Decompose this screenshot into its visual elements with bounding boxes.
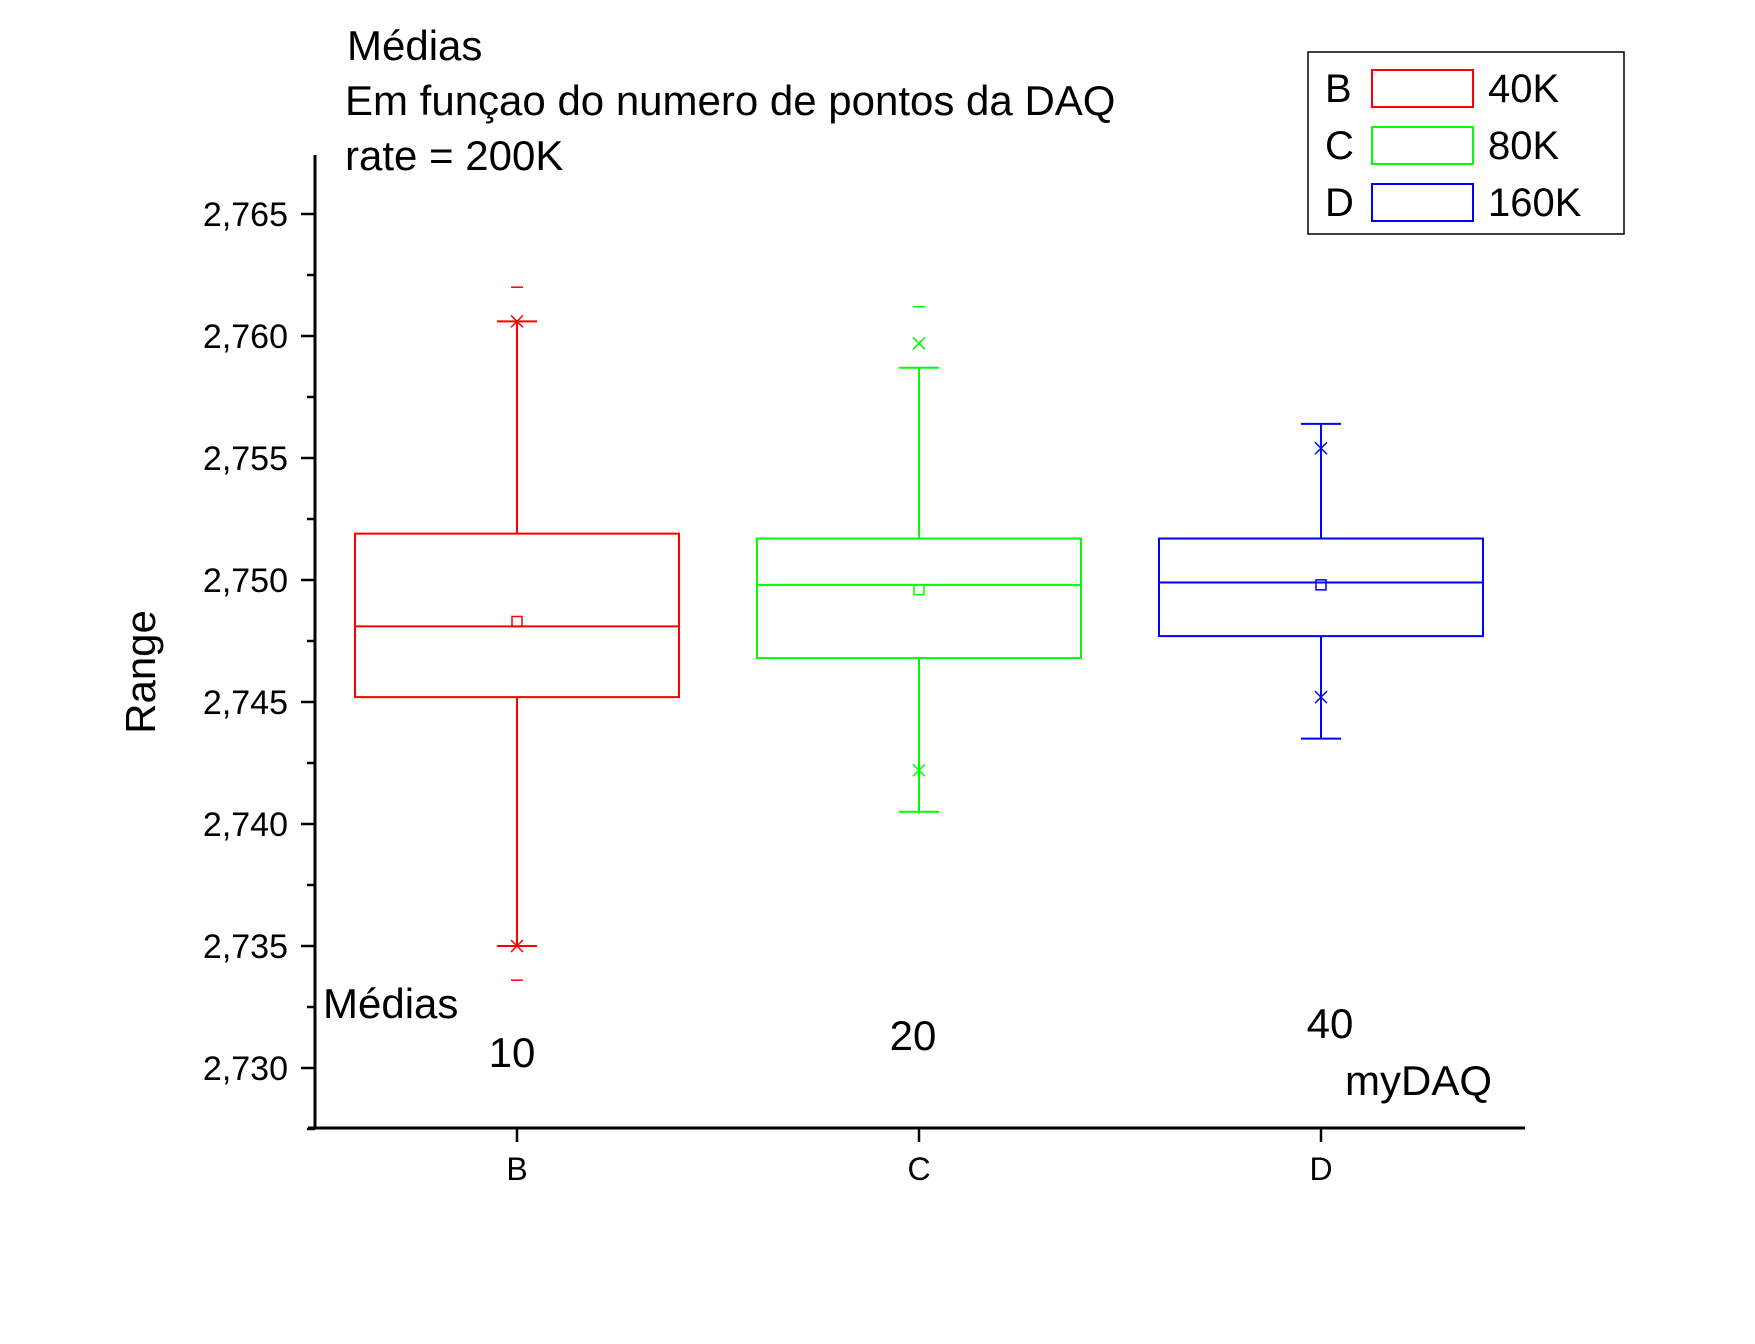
p99-marker bbox=[510, 314, 524, 328]
p99-marker bbox=[1314, 441, 1328, 455]
legend-frame bbox=[1307, 51, 1625, 235]
x-tick-label: B bbox=[506, 1151, 527, 1187]
legend-label: 80K bbox=[1488, 124, 1559, 168]
box-series bbox=[354, 286, 1484, 981]
mean-marker bbox=[913, 584, 925, 596]
box-d bbox=[1158, 422, 1484, 740]
annotations: Médias 10 20 40 myDAQ bbox=[323, 980, 1492, 1104]
annotation-count-c: 20 bbox=[890, 1012, 937, 1059]
p1-marker bbox=[1314, 690, 1328, 704]
y-tick-label: 2,750 bbox=[203, 562, 288, 600]
y-tick-label: 2,740 bbox=[203, 806, 288, 844]
y-tick-label: 2,745 bbox=[203, 684, 288, 722]
box-b bbox=[354, 286, 680, 981]
p1-marker bbox=[912, 763, 926, 777]
interquartile-box bbox=[756, 537, 1082, 660]
legend-swatch bbox=[1371, 183, 1474, 222]
chart-title: Médias Em funçao do numero de pontos da … bbox=[345, 22, 1115, 179]
legend-swatch bbox=[1371, 126, 1474, 165]
x-axis-ticks: B C D bbox=[506, 1128, 1333, 1187]
p99-marker bbox=[912, 336, 926, 350]
interquartile-box bbox=[1158, 537, 1484, 638]
y-tick-label: 2,730 bbox=[203, 1050, 288, 1088]
legend-key-b: B bbox=[1325, 67, 1352, 111]
annotation-medias: Médias bbox=[323, 980, 458, 1027]
title-line-1: Médias bbox=[347, 22, 482, 69]
axes bbox=[308, 155, 1525, 1130]
y-tick-label: 2,755 bbox=[203, 440, 288, 478]
y-tick-label: 2,735 bbox=[203, 928, 288, 966]
x-tick-label: C bbox=[907, 1151, 930, 1187]
legend: B 40K C 80K D 160K bbox=[1307, 51, 1625, 235]
p1-marker bbox=[510, 939, 524, 953]
y-axis-label: Range bbox=[117, 610, 164, 734]
y-tick-label: 2,760 bbox=[203, 318, 288, 356]
legend-label: 40K bbox=[1488, 67, 1559, 111]
y-tick-label: 2,765 bbox=[203, 196, 288, 234]
mean-marker bbox=[511, 615, 523, 628]
title-line-2: Em funçao do numero de pontos da DAQ bbox=[345, 77, 1115, 124]
title-line-3: rate = 200K bbox=[345, 132, 563, 179]
interquartile-box bbox=[354, 532, 680, 699]
annotation-count-b: 10 bbox=[489, 1029, 536, 1076]
y-axis-ticks: 2,730 2,735 2,740 2,745 2,750 2,755 2,760 2,765 bbox=[203, 196, 315, 1131]
legend-key-d: D bbox=[1325, 181, 1354, 225]
annotation-count-d: 40 bbox=[1307, 1000, 1354, 1047]
box-c bbox=[756, 305, 1082, 813]
mean-marker bbox=[1315, 579, 1327, 591]
legend-label: 160K bbox=[1488, 181, 1582, 225]
x-tick-label: D bbox=[1309, 1151, 1332, 1187]
legend-swatch bbox=[1371, 69, 1474, 108]
annotation-device: myDAQ bbox=[1345, 1057, 1492, 1104]
legend-key-c: C bbox=[1325, 124, 1354, 168]
